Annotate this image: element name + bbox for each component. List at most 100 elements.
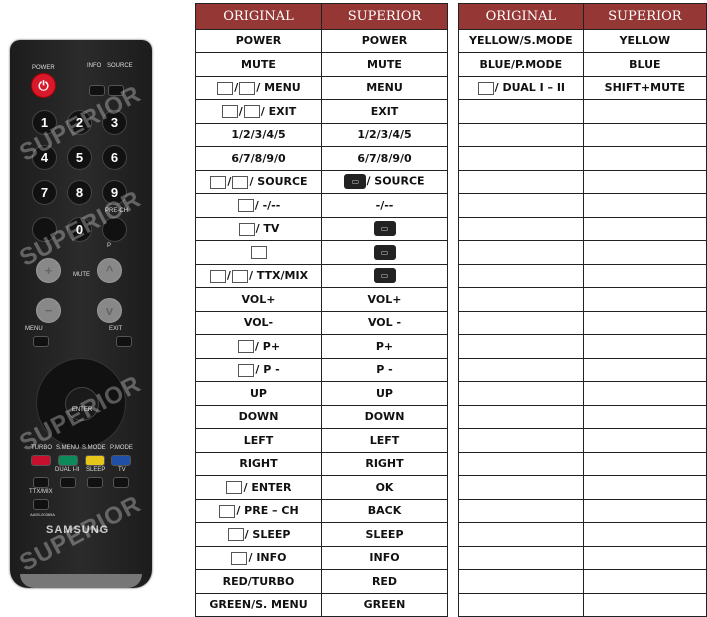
original-cell bbox=[458, 310, 584, 335]
digit-button-4[interactable]: 4 bbox=[32, 145, 57, 170]
original-cell: MUTE bbox=[195, 52, 322, 77]
original-cell bbox=[458, 545, 584, 570]
superior-cell bbox=[582, 569, 707, 594]
green-button[interactable] bbox=[58, 455, 78, 466]
original-cell: VOL- bbox=[195, 310, 322, 335]
enter-icon bbox=[226, 481, 243, 494]
original-cell: / / MENU bbox=[195, 75, 322, 100]
pmode-label: P.MODE bbox=[110, 445, 133, 451]
superior-label: / SOURCE bbox=[366, 174, 425, 188]
table-row bbox=[458, 592, 707, 617]
superior-label: OK bbox=[375, 480, 394, 494]
original-cell: YELLOW/S.MODE bbox=[458, 28, 584, 53]
original-cell: / -/-- bbox=[195, 193, 322, 218]
digit-button-0[interactable]: 0 bbox=[67, 217, 92, 242]
original-cell: / P - bbox=[195, 357, 322, 382]
original-label: BLUE/P.MODE bbox=[479, 57, 563, 71]
superior-cell bbox=[582, 522, 707, 547]
digit-button-3[interactable]: 3 bbox=[102, 110, 127, 135]
menu-button[interactable] bbox=[33, 336, 49, 347]
table-row bbox=[458, 122, 707, 147]
ttx-small-button[interactable] bbox=[33, 477, 49, 488]
info-label: INFO bbox=[87, 63, 102, 69]
yellow-button[interactable] bbox=[85, 455, 105, 466]
blue-button[interactable] bbox=[111, 455, 131, 466]
sleep-button[interactable] bbox=[87, 477, 103, 488]
table-row: / DUAL I – II SHIFT+MUTE bbox=[458, 75, 707, 100]
mix-icon bbox=[231, 269, 248, 283]
tv-button[interactable] bbox=[113, 477, 129, 488]
superior-cell: SHIFT+MUTE bbox=[582, 75, 707, 100]
prech-button[interactable] bbox=[102, 217, 127, 242]
digit-button-5[interactable]: 5 bbox=[67, 145, 92, 170]
table-row: RIGHT RIGHT bbox=[195, 451, 448, 476]
original-cell bbox=[458, 146, 584, 171]
info-button[interactable] bbox=[89, 85, 105, 96]
original-label: RIGHT bbox=[239, 457, 278, 471]
table-row bbox=[458, 287, 707, 312]
ch-up-button[interactable]: ^ bbox=[97, 258, 122, 283]
power-label: POWER bbox=[32, 65, 55, 71]
original-cell bbox=[458, 592, 584, 617]
exit-button[interactable] bbox=[116, 336, 132, 347]
original-label: / DUAL I – II bbox=[494, 81, 566, 94]
table-row bbox=[458, 451, 707, 476]
original-cell: / SLEEP bbox=[195, 522, 322, 547]
digit-button-8[interactable]: 8 bbox=[67, 180, 92, 205]
table-row: YELLOW/S.MODE YELLOW bbox=[458, 28, 707, 53]
original-label: GREEN/S. MENU bbox=[209, 598, 308, 612]
original-label: RED/TURBO bbox=[222, 574, 295, 588]
original-cell bbox=[458, 357, 584, 382]
original-cell bbox=[458, 498, 584, 523]
superior-cell bbox=[582, 451, 707, 476]
power-button[interactable]: ⏻ bbox=[31, 73, 56, 98]
table-row: VOL- VOL - bbox=[195, 310, 448, 335]
vol-up-button[interactable]: + bbox=[36, 258, 61, 283]
source-button[interactable] bbox=[108, 85, 124, 96]
table-row bbox=[458, 569, 707, 594]
source-input-icon bbox=[210, 175, 227, 189]
p-label: P bbox=[107, 243, 112, 249]
smode-label: S.MODE bbox=[82, 445, 106, 451]
original-cell bbox=[458, 263, 584, 288]
superior-cell bbox=[582, 498, 707, 523]
table-row: RED/TURBO RED bbox=[195, 569, 448, 594]
superior-cell bbox=[582, 428, 707, 453]
dual-button[interactable] bbox=[60, 477, 76, 488]
digit-button-2[interactable]: 2 bbox=[67, 110, 92, 135]
ttx-button[interactable] bbox=[33, 499, 49, 510]
superior-cell bbox=[582, 545, 707, 570]
original-cell bbox=[458, 475, 584, 500]
superior-cell: EXIT bbox=[321, 99, 448, 124]
table-row bbox=[458, 545, 707, 570]
original-cell bbox=[458, 404, 584, 429]
red-button[interactable] bbox=[31, 455, 51, 466]
superior-cell: RIGHT bbox=[321, 451, 448, 476]
ch-down-button[interactable]: v bbox=[97, 298, 122, 323]
dpad[interactable]: ENTER bbox=[36, 358, 126, 448]
superior-cell: BACK bbox=[321, 498, 448, 523]
digit-button-6[interactable]: 6 bbox=[102, 145, 127, 170]
superior-cell: POWER bbox=[321, 28, 448, 53]
original-cell: / DUAL I – II bbox=[458, 75, 584, 100]
table-row: GREEN/S. MENU GREEN bbox=[195, 592, 448, 617]
table-row bbox=[458, 522, 707, 547]
superior-cell: YELLOW bbox=[582, 28, 707, 53]
superior-cell: ▭ / SOURCE bbox=[321, 169, 448, 194]
original-label: / TTX/MIX bbox=[248, 269, 309, 282]
original-label: POWER bbox=[235, 34, 282, 48]
turbo-label: TURBO bbox=[31, 445, 52, 451]
enter-button[interactable]: ENTER bbox=[65, 387, 99, 421]
digit-button-7[interactable]: 7 bbox=[32, 180, 57, 205]
vol-down-button[interactable]: − bbox=[36, 298, 61, 323]
original-cell: / P+ bbox=[195, 334, 322, 359]
table-row: BLUE/P.MODE BLUE bbox=[458, 52, 707, 77]
digit-button-9[interactable]: 9 bbox=[102, 180, 127, 205]
superior-cell: LEFT bbox=[321, 428, 448, 453]
digit-button-1[interactable]: 1 bbox=[32, 110, 57, 135]
digit-toggle-button[interactable] bbox=[32, 217, 57, 242]
table-row: / / TTX/MIX ▭ bbox=[195, 263, 448, 288]
size-button-icon: ▭ bbox=[373, 244, 396, 260]
original-cell bbox=[458, 240, 584, 265]
original-cell bbox=[458, 451, 584, 476]
